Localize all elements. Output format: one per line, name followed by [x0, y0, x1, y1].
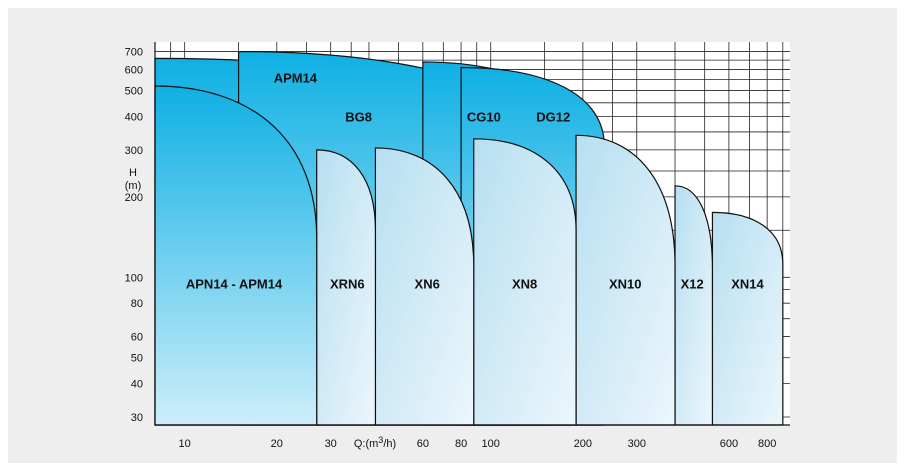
x-tick-label: 200	[574, 438, 592, 450]
region-label: DG12	[536, 109, 570, 124]
y-tick-label: 600	[125, 64, 143, 76]
x-axis-title: Q:(m3/h)	[354, 435, 396, 450]
region-label: APM14	[274, 70, 318, 85]
y-tick-label: 700	[125, 47, 143, 59]
x-tick-label: 100	[482, 438, 500, 450]
axes-layer: 30 40 50 60 80 100 200 300 400 500 600 700 10 20 30 60 8…	[125, 42, 790, 450]
x-tick-label: 20	[271, 438, 283, 450]
y-tick-label: 500	[125, 86, 143, 98]
y-tick-label: 30	[131, 412, 143, 424]
labels-layer: APM14 BG8 CG10 DG12 APN14 - APM14 XRN6 XN6 XN8 X…	[186, 70, 765, 291]
region-label: APN14 - APM14	[186, 276, 283, 291]
x-tick-label: 30	[325, 438, 337, 450]
region-apn14-apm14	[154, 85, 318, 426]
x-tick-label: 60	[417, 438, 429, 450]
x-tick-label: 10	[179, 438, 191, 450]
y-tick-label: 40	[131, 379, 143, 391]
region-label: CG10	[467, 109, 501, 124]
y-tick-label: 60	[131, 332, 143, 344]
y-tick-label: 200	[125, 192, 143, 204]
y-axis-unit: (m)	[125, 180, 142, 192]
region-label: XN14	[731, 276, 764, 291]
x-tick-label: 800	[758, 438, 776, 450]
regions-layer	[154, 50, 784, 426]
y-tick-label: 300	[125, 145, 143, 157]
region-xn8	[473, 138, 577, 426]
region-xrn6	[316, 149, 377, 426]
x-tick-label: 300	[628, 438, 646, 450]
y-tick-label: 400	[125, 111, 143, 123]
region-x12	[674, 185, 714, 426]
x-tick-label: 80	[455, 438, 467, 450]
y-tick-label: 100	[125, 272, 143, 284]
region-label: XN10	[609, 276, 642, 291]
x-tick-label: 600	[720, 438, 738, 450]
y-tick-label: 50	[131, 353, 143, 365]
region-xn10	[575, 134, 676, 426]
region-label: XRN6	[330, 276, 365, 291]
region-xn6	[374, 147, 475, 426]
region-label: BG8	[345, 109, 372, 124]
region-xn14	[711, 211, 784, 426]
y-axis-title: H	[129, 167, 137, 179]
region-label: XN6	[415, 276, 440, 291]
region-label: X12	[681, 276, 704, 291]
y-tick-label: 80	[131, 298, 143, 310]
region-label: XN8	[512, 276, 537, 291]
